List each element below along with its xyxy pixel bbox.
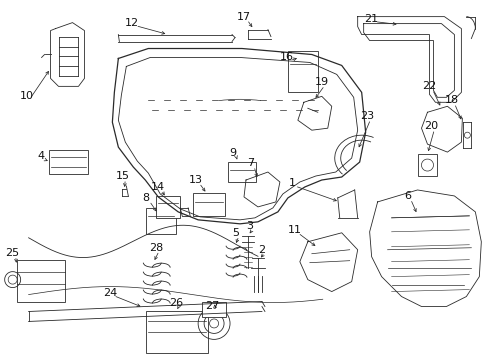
Text: 23: 23 — [360, 111, 374, 121]
Bar — [48, 150, 88, 174]
Text: 24: 24 — [103, 288, 117, 298]
Text: 7: 7 — [247, 158, 254, 168]
Bar — [146, 311, 208, 353]
Text: 8: 8 — [142, 193, 149, 203]
Bar — [287, 50, 317, 92]
Text: 28: 28 — [149, 243, 163, 253]
Text: 13: 13 — [189, 175, 203, 185]
Text: 10: 10 — [20, 91, 34, 101]
Text: 17: 17 — [237, 12, 250, 22]
Bar — [17, 260, 64, 302]
Text: 19: 19 — [314, 77, 328, 87]
Text: 3: 3 — [246, 221, 253, 231]
Bar — [193, 193, 224, 216]
Text: 4: 4 — [37, 151, 44, 161]
Text: 26: 26 — [169, 297, 183, 307]
Text: 1: 1 — [288, 178, 295, 188]
Bar — [227, 162, 255, 182]
Text: 15: 15 — [115, 171, 129, 181]
Text: 18: 18 — [444, 95, 458, 105]
Text: 14: 14 — [151, 182, 165, 192]
Text: 21: 21 — [364, 14, 378, 24]
Bar — [202, 302, 225, 318]
Text: 2: 2 — [258, 245, 265, 255]
Bar — [156, 196, 180, 218]
Text: 5: 5 — [232, 228, 239, 238]
Bar — [417, 154, 437, 176]
Text: 25: 25 — [5, 248, 20, 258]
Bar — [146, 208, 176, 234]
Text: 9: 9 — [229, 148, 236, 158]
Text: 27: 27 — [204, 301, 219, 311]
Text: 16: 16 — [279, 53, 293, 63]
Text: 22: 22 — [422, 81, 436, 91]
Text: 6: 6 — [403, 191, 410, 201]
Text: 12: 12 — [125, 18, 139, 28]
Text: 11: 11 — [287, 225, 301, 235]
Text: 20: 20 — [424, 121, 438, 131]
